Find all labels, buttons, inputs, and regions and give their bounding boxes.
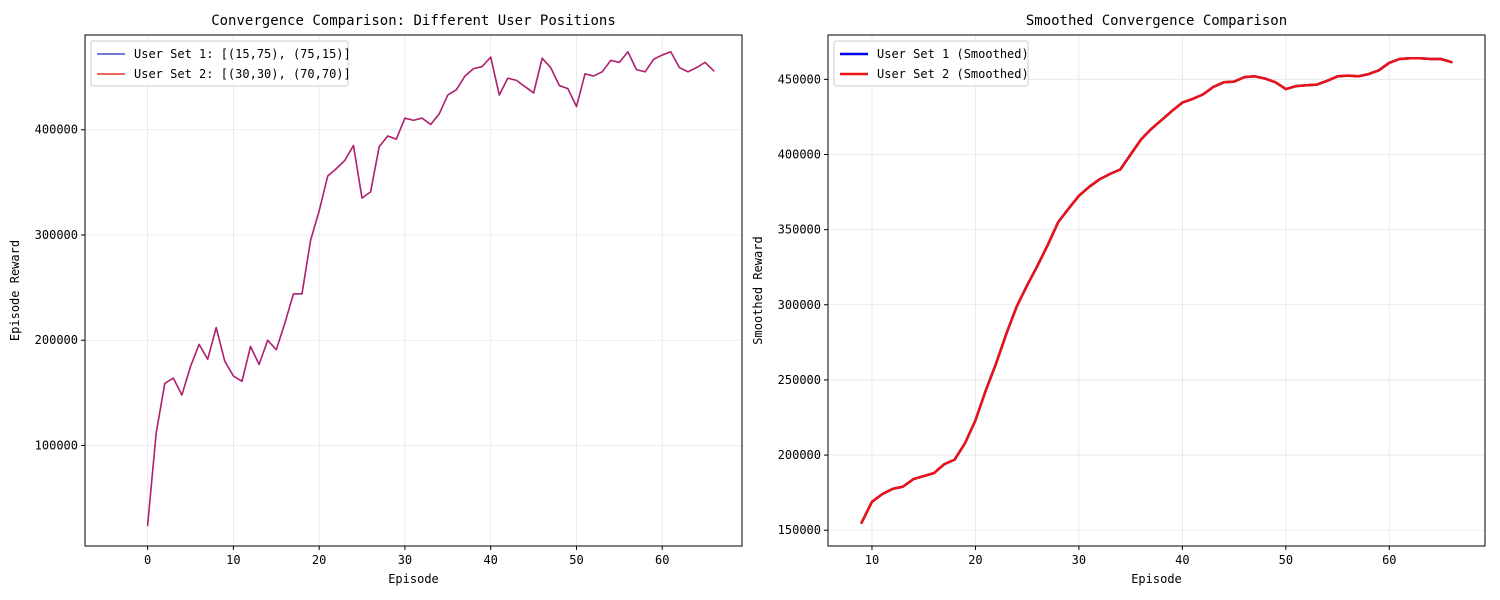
x-tick-label-left: 30 xyxy=(398,553,412,567)
x-tick-label-right: 50 xyxy=(1279,553,1293,567)
legend-box-left xyxy=(90,40,349,87)
x-tick-label-right: 10 xyxy=(865,553,879,567)
lines-right xyxy=(860,57,1453,524)
y-ticks-right: 150000 200000 250000 300000 350000 400000 4500… xyxy=(778,72,828,537)
x-tick-label-left: 10 xyxy=(226,553,240,567)
y-axis-label-left: Episode Reward xyxy=(8,240,22,341)
x-axis-label-right: Episode xyxy=(1131,572,1182,586)
y-tick-label-right: 300000 xyxy=(778,298,821,312)
plot-frame-right xyxy=(827,34,1486,547)
legend-box-right xyxy=(833,40,1029,87)
x-axis-label-left: Episode xyxy=(388,572,439,586)
x-tick-label-left: 40 xyxy=(483,553,497,567)
y-tick-label-right: 400000 xyxy=(778,147,821,161)
x-tick-label-right: 30 xyxy=(1072,553,1086,567)
y-tick-label-right: 250000 xyxy=(778,373,821,387)
chart-left: 0 10 20 30 40 50 60 100000 200000 300000 400000 C… xyxy=(8,13,743,586)
plot-frame-left xyxy=(84,34,743,547)
x-ticks-right: 10 20 30 40 50 60 xyxy=(865,546,1397,567)
chart-title-right: Smoothed Convergence Comparison xyxy=(1026,13,1287,29)
y-tick-label-right: 350000 xyxy=(778,223,821,237)
legend-label-user-set-1: User Set 1: [(15,75), (75,15)] xyxy=(134,47,351,61)
y-tick-label-left: 300000 xyxy=(35,228,78,242)
grid-right xyxy=(828,35,1485,546)
y-tick-label-left: 100000 xyxy=(35,438,78,452)
x-tick-label-left: 60 xyxy=(655,553,669,567)
series-line-right-2 xyxy=(860,57,1453,524)
x-tick-label-left: 20 xyxy=(312,553,326,567)
y-tick-label-right: 450000 xyxy=(778,72,821,86)
y-tick-label-left: 200000 xyxy=(35,333,78,347)
legend-label-user-set-2-smoothed: User Set 2 (Smoothed) xyxy=(877,67,1029,81)
grid-left xyxy=(85,35,742,546)
x-tick-label-left: 0 xyxy=(144,553,151,567)
legend-left: User Set 1: [(15,75), (75,15)] User Set … xyxy=(90,40,351,87)
y-tick-label-right: 200000 xyxy=(778,448,821,462)
y-axis-label-right: Smoothed Reward xyxy=(751,236,765,344)
x-tick-label-right: 40 xyxy=(1175,553,1189,567)
y-tick-label-left: 400000 xyxy=(35,123,78,137)
x-ticks-left: 0 10 20 30 40 50 60 xyxy=(144,546,669,567)
y-tick-label-right: 150000 xyxy=(778,523,821,537)
legend-label-user-set-1-smoothed: User Set 1 (Smoothed) xyxy=(877,47,1029,61)
lines-left xyxy=(146,51,715,527)
x-tick-label-right: 60 xyxy=(1382,553,1396,567)
x-tick-label-left: 50 xyxy=(569,553,583,567)
legend-label-user-set-2: User Set 2: [(30,30), (70,70)] xyxy=(134,67,351,81)
x-tick-label-right: 20 xyxy=(968,553,982,567)
chart-right: 10 20 30 40 50 60 150000 200000 250000 300000 350… xyxy=(751,13,1486,586)
y-ticks-left: 100000 200000 300000 400000 xyxy=(35,123,85,452)
legend-right: User Set 1 (Smoothed) User Set 2 (Smooth… xyxy=(833,40,1029,87)
series-line-left-2 xyxy=(146,51,715,527)
chart-title-left: Convergence Comparison: Different User P… xyxy=(211,13,616,29)
